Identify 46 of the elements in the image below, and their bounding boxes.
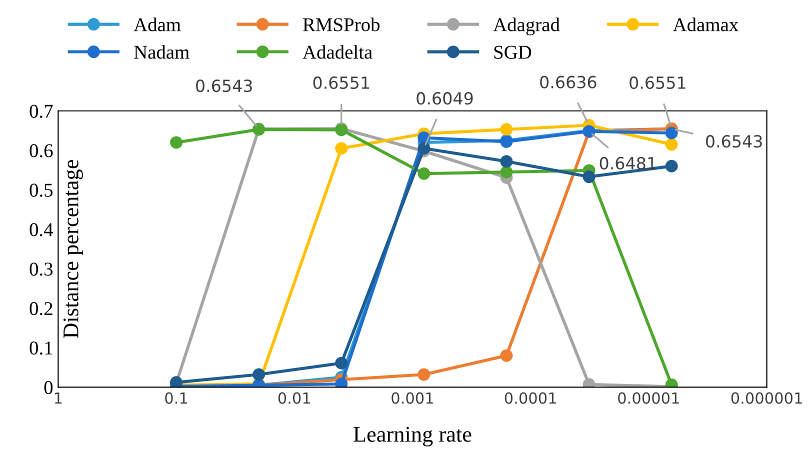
x-tick-label: 0.0001 <box>504 392 556 404</box>
point <box>418 368 430 381</box>
point <box>500 123 513 136</box>
annotation: 0.6636 <box>540 76 596 88</box>
legend-label: Adadelta <box>302 45 372 59</box>
y-tick-label: 0 <box>44 380 53 394</box>
x-axis-title: Learning rate <box>354 426 472 446</box>
point <box>665 138 678 151</box>
point <box>335 356 348 370</box>
annotation: 0.6049 <box>416 92 473 105</box>
point <box>500 155 513 168</box>
x-tick-label: 0.00001 <box>618 392 679 404</box>
y-tick-label: 0.3 <box>30 262 53 276</box>
legend-label: Adagrad <box>493 18 560 36</box>
annotation: 0.6551 <box>630 76 686 89</box>
point <box>335 142 348 155</box>
point <box>582 170 596 184</box>
x-tick-label: 0.01 <box>278 392 310 404</box>
point <box>665 126 678 140</box>
legend-label: RMSProb <box>303 18 380 32</box>
y-tick-label: 0.4 <box>30 223 54 236</box>
y-tick-label: 0.7 <box>30 104 53 118</box>
annotation: 0.6543 <box>196 79 252 92</box>
x-tick-label: 0.001 <box>392 392 433 404</box>
point <box>665 160 678 172</box>
legend-label: Nadam <box>134 45 190 59</box>
annotation: 0.6551 <box>313 76 369 89</box>
x-tick-label: 0.1 <box>165 392 188 404</box>
x-tick-label: 1 <box>54 392 62 404</box>
y-tick-label: 0.6 <box>30 144 53 158</box>
legend-label: SGD <box>494 46 532 59</box>
point <box>418 142 430 155</box>
x-tick-label: 0.000001 <box>731 392 802 404</box>
y-axis-title: Distance percentage <box>63 160 83 338</box>
legend-label: Adam <box>134 18 181 32</box>
point <box>252 368 266 381</box>
point <box>170 136 183 149</box>
point <box>500 166 513 178</box>
y-tick-label: 0.5 <box>30 184 53 197</box>
annotation: 0.6543 <box>706 135 762 148</box>
y-tick-label: 0.1 <box>30 342 52 355</box>
point <box>500 349 513 362</box>
point <box>418 167 430 180</box>
annotation: 0.6481 <box>600 156 656 170</box>
y-tick-label: 0.2 <box>30 302 52 316</box>
legend-label: Adamax <box>672 18 738 32</box>
